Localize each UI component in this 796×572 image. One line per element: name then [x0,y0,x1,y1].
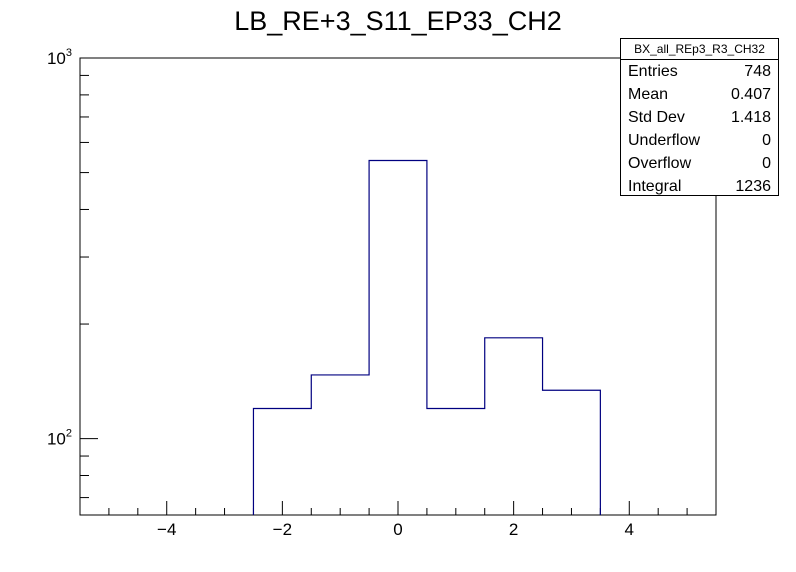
stats-label: Underflow [628,132,701,149]
stats-label: Entries [628,63,678,80]
x-axis: −4 −2 0 2 4 [79,501,717,539]
stats-value: 0 [762,155,771,172]
stats-value: 748 [744,63,771,80]
stats-row-entries: Entries 748 [621,60,778,83]
stats-box-name: BX_all_REp3_R3_CH32 [621,39,778,60]
x-tick-label: −4 [157,520,176,539]
stats-label: Mean [628,86,669,103]
y-axis: 102 103 [47,47,98,499]
stats-row-mean: Mean 0.407 [621,83,778,106]
chart-title: LB_RE+3_S11_EP33_CH2 [234,6,562,36]
stats-row-stddev: Std Dev 1.418 [621,106,778,129]
histogram-line [252,159,601,515]
x-tick-label: 4 [625,520,634,539]
stats-row-integral: Integral 1236 [621,175,778,198]
stats-value: 1236 [735,178,771,195]
stats-value: 1.418 [730,109,771,126]
stats-label: Integral [628,178,682,195]
y-tick-label: 103 [47,47,72,68]
x-tick-label: 0 [393,520,402,539]
stats-box: BX_all_REp3_R3_CH32 Entries 748 Mean 0.4… [620,38,779,196]
stats-row-overflow: Overflow 0 [621,152,778,175]
stats-value: 0.407 [730,86,771,103]
stats-label: Std Dev [628,109,685,126]
stats-value: 0 [762,132,771,149]
stats-label: Overflow [628,155,692,172]
x-tick-label: −2 [273,520,292,539]
y-tick-label: 102 [47,428,72,449]
x-tick-label: 2 [509,520,518,539]
stats-row-underflow: Underflow 0 [621,129,778,152]
